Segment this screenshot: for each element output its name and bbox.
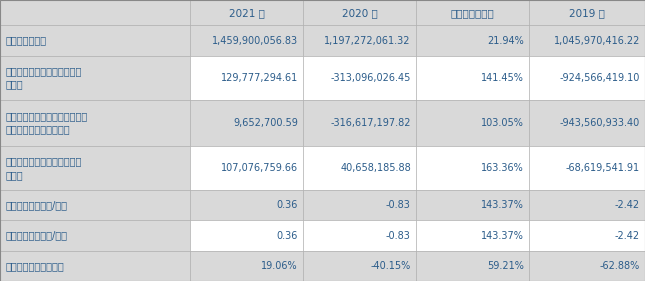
Text: 本年比上年增减: 本年比上年增减 [451, 8, 494, 18]
Text: 40,658,185.88: 40,658,185.88 [340, 163, 411, 173]
Bar [190, 251, 303, 281]
Bar [303, 99, 416, 146]
Text: 1,045,970,416.22: 1,045,970,416.22 [553, 36, 640, 46]
Bar [529, 146, 645, 190]
Text: 103.05%: 103.05% [481, 118, 524, 128]
Text: -2.42: -2.42 [615, 200, 640, 210]
Text: 163.36%: 163.36% [481, 163, 524, 173]
Text: 21.94%: 21.94% [487, 36, 524, 46]
Bar [0, 56, 190, 99]
Bar [303, 56, 416, 99]
Text: 0.36: 0.36 [277, 231, 298, 241]
Bar [303, 146, 416, 190]
Bar [529, 220, 645, 251]
Text: 经营活动产生的现金流量净额
（元）: 经营活动产生的现金流量净额 （元） [5, 157, 81, 180]
Text: 1,459,900,056.83: 1,459,900,056.83 [212, 36, 298, 46]
Bar [529, 26, 645, 56]
Bar [190, 0, 303, 26]
Text: 归属于上市公司股东的净利润
（元）: 归属于上市公司股东的净利润 （元） [5, 66, 81, 89]
Text: 19.06%: 19.06% [261, 261, 298, 271]
Bar [303, 190, 416, 220]
Bar [416, 26, 529, 56]
Text: 1,197,272,061.32: 1,197,272,061.32 [324, 36, 411, 46]
Text: 2021 年: 2021 年 [229, 8, 264, 18]
Bar [190, 26, 303, 56]
Text: 营业收入（元）: 营业收入（元） [5, 36, 46, 46]
Text: -2.42: -2.42 [615, 231, 640, 241]
Bar [416, 220, 529, 251]
Bar [190, 190, 303, 220]
Text: -313,096,026.45: -313,096,026.45 [330, 73, 411, 83]
Text: -0.83: -0.83 [386, 200, 411, 210]
Bar [416, 146, 529, 190]
Bar [190, 99, 303, 146]
Text: -316,617,197.82: -316,617,197.82 [330, 118, 411, 128]
Text: 稀释每股收益（元/股）: 稀释每股收益（元/股） [5, 231, 67, 241]
Bar [0, 26, 190, 56]
Bar [529, 251, 645, 281]
Bar [416, 251, 529, 281]
Bar [0, 0, 190, 26]
Bar [416, 190, 529, 220]
Text: 129,777,294.61: 129,777,294.61 [221, 73, 298, 83]
Text: -0.83: -0.83 [386, 231, 411, 241]
Bar [0, 146, 190, 190]
Bar [190, 56, 303, 99]
Bar [0, 190, 190, 220]
Text: 2019 年: 2019 年 [569, 8, 605, 18]
Bar [529, 0, 645, 26]
Bar [190, 220, 303, 251]
Text: 加权平均净资产收益率: 加权平均净资产收益率 [5, 261, 64, 271]
Text: 9,652,700.59: 9,652,700.59 [233, 118, 298, 128]
Bar [416, 99, 529, 146]
Bar [529, 190, 645, 220]
Bar [190, 146, 303, 190]
Text: 基本每股收益（元/股）: 基本每股收益（元/股） [5, 200, 67, 210]
Bar [0, 99, 190, 146]
Bar [0, 220, 190, 251]
Text: 141.45%: 141.45% [481, 73, 524, 83]
Text: 107,076,759.66: 107,076,759.66 [221, 163, 298, 173]
Text: 0.36: 0.36 [277, 200, 298, 210]
Text: 2020 年: 2020 年 [342, 8, 377, 18]
Text: 143.37%: 143.37% [481, 231, 524, 241]
Bar [529, 56, 645, 99]
Text: -62.88%: -62.88% [600, 261, 640, 271]
Bar [416, 56, 529, 99]
Bar [303, 251, 416, 281]
Text: -943,560,933.40: -943,560,933.40 [560, 118, 640, 128]
Bar [416, 0, 529, 26]
Bar [0, 251, 190, 281]
Bar [303, 220, 416, 251]
Bar [529, 99, 645, 146]
Text: -40.15%: -40.15% [371, 261, 411, 271]
Bar [303, 26, 416, 56]
Text: 59.21%: 59.21% [487, 261, 524, 271]
Text: -924,566,419.10: -924,566,419.10 [559, 73, 640, 83]
Text: -68,619,541.91: -68,619,541.91 [566, 163, 640, 173]
Bar [303, 0, 416, 26]
Text: 归属于上市公司股东的扣除非经
常性损益的净利润（元）: 归属于上市公司股东的扣除非经 常性损益的净利润（元） [5, 111, 88, 135]
Text: 143.37%: 143.37% [481, 200, 524, 210]
